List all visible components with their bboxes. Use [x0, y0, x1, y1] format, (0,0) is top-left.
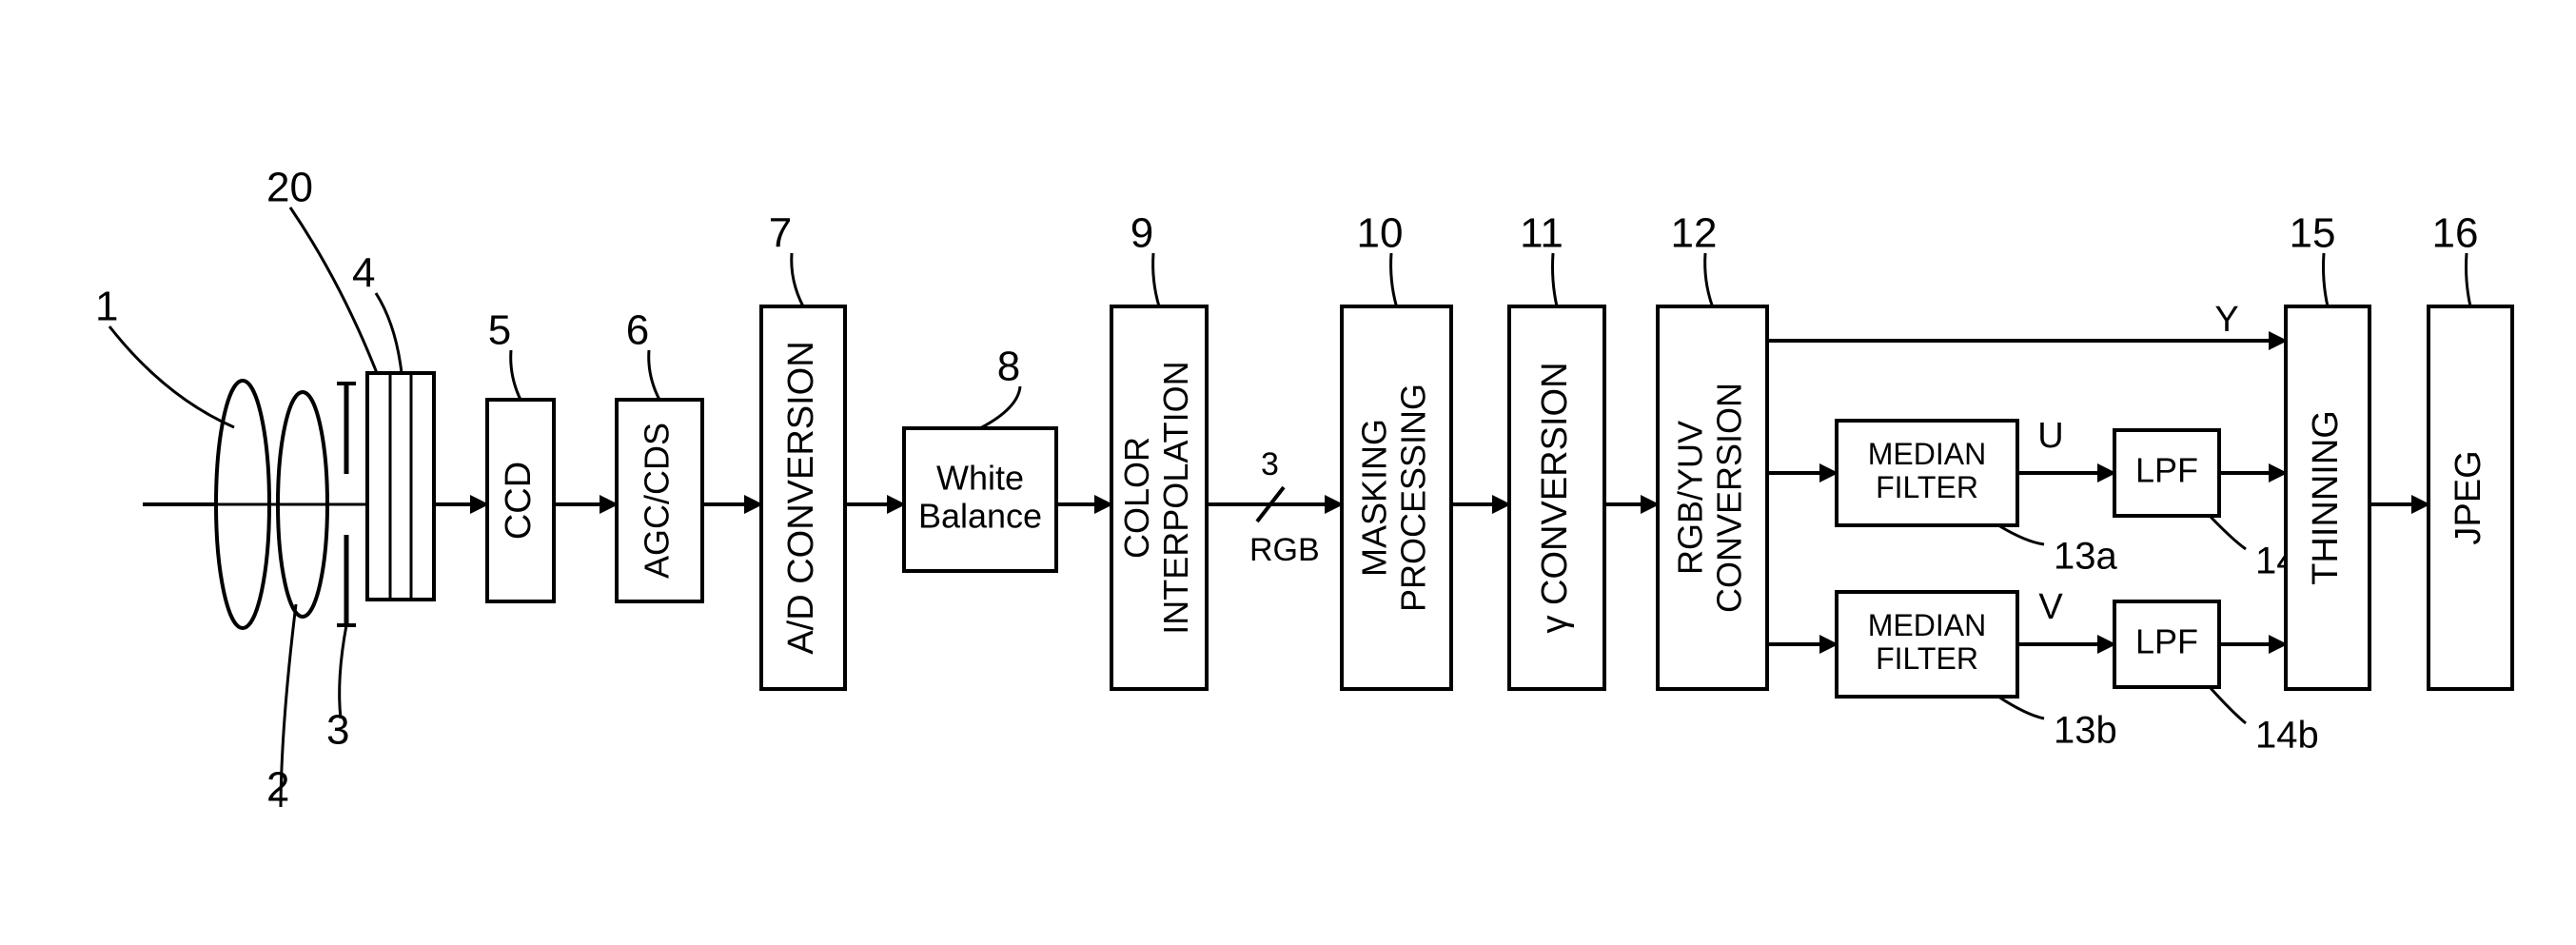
med_u-label: MEDIAN: [1868, 437, 1986, 471]
thin-label: THINNING: [2306, 410, 2346, 585]
bus-width-label: 3: [1261, 446, 1279, 482]
leader-line: [340, 625, 346, 719]
gamma-label: γ CONVERSION: [1535, 362, 1575, 633]
lpf_u-label: LPF: [2135, 451, 2198, 490]
reference-number: 3: [326, 707, 349, 754]
reference-number: 10: [1357, 210, 1404, 257]
leader-line: [2324, 253, 2329, 306]
reference-number: 8: [997, 344, 1020, 390]
leader-line: [1391, 253, 1397, 306]
leader-line: [2210, 687, 2246, 723]
jpeg-label: JPEG: [2448, 450, 2488, 544]
rgbyuv-label: CONVERSION: [1710, 383, 1749, 613]
leader-line: [649, 350, 659, 400]
wb-label: Balance: [918, 496, 1042, 535]
leader-line: [980, 386, 1020, 428]
mask-label: PROCESSING: [1394, 384, 1433, 612]
leader-line: [792, 253, 803, 306]
reference-number: 9: [1131, 210, 1153, 257]
leader-line: [376, 293, 402, 373]
reference-number: 16: [2432, 210, 2479, 257]
leader-line: [1705, 253, 1713, 306]
reference-number: 1: [95, 284, 118, 330]
adc-label: A/D CONVERSION: [781, 341, 821, 654]
leader-line: [1998, 697, 2044, 719]
colint-label: COLOR: [1117, 437, 1156, 559]
v-signal-label: V: [2038, 587, 2063, 627]
lpf_v-label: LPF: [2135, 622, 2198, 661]
agc-label: AGC/CDS: [638, 423, 677, 579]
rgbyuv-label: RGB/YUV: [1670, 421, 1709, 575]
reference-number: 13b: [2054, 710, 2117, 752]
colint-label: INTERPOLATION: [1156, 361, 1195, 634]
mask-label: MASKING: [1354, 419, 1393, 577]
med_v-label: MEDIAN: [1868, 608, 1986, 642]
reference-number: 5: [488, 307, 511, 354]
med_v-label: FILTER: [1876, 641, 1978, 676]
wb-label: White: [936, 459, 1024, 498]
leader-line: [511, 350, 521, 400]
reference-number: 6: [626, 307, 649, 354]
reference-number: 7: [769, 210, 792, 257]
reference-number: 14b: [2255, 715, 2319, 757]
leader-line: [1553, 253, 1558, 306]
rgb-label: RGB: [1249, 532, 1320, 568]
leader-line: [1153, 253, 1159, 306]
reference-number: 11: [1520, 210, 1563, 257]
optical-filter-block: [367, 373, 434, 600]
leader-line: [2467, 253, 2471, 306]
leader-line: [2210, 516, 2246, 549]
reference-number: 13a: [2054, 536, 2117, 578]
reference-number: 20: [266, 165, 313, 211]
med_u-label: FILTER: [1876, 470, 1978, 504]
reference-number: 15: [2290, 210, 2336, 257]
ccd-label: CCD: [499, 462, 539, 540]
leader-line: [109, 326, 234, 427]
u-signal-label: U: [2037, 416, 2063, 456]
reference-number: 4: [352, 250, 375, 297]
leader-line: [1998, 525, 2044, 544]
reference-number: 2: [266, 764, 289, 811]
y-signal-label: Y: [2214, 300, 2238, 340]
reference-number: 12: [1671, 210, 1718, 257]
